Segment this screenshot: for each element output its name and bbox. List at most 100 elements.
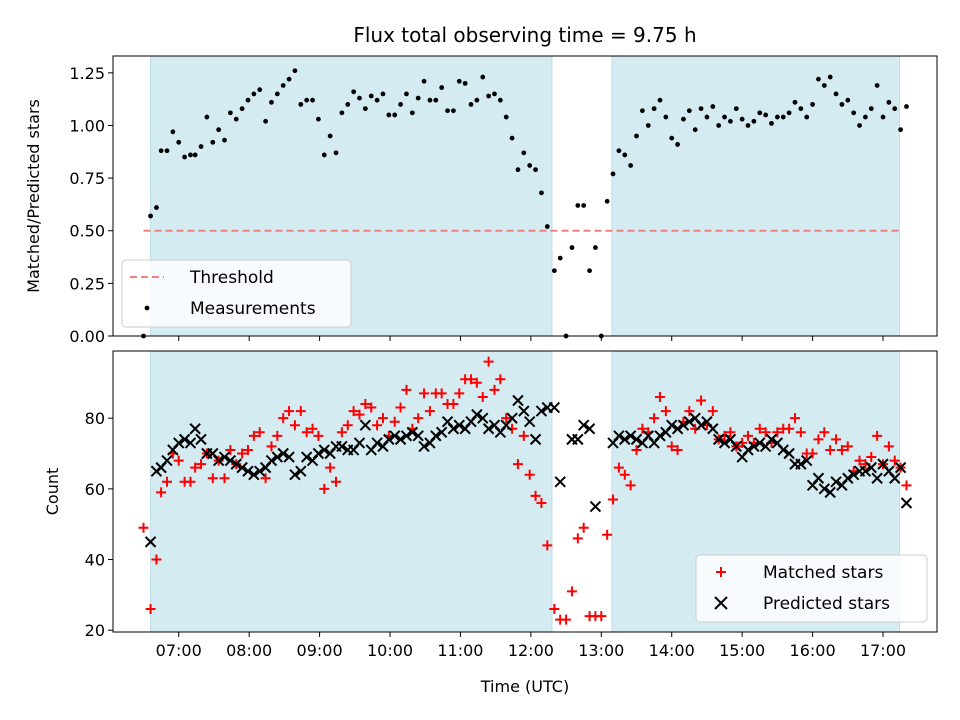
y-tick-label: 80 (85, 409, 105, 428)
matched-stars-point (483, 356, 494, 367)
matched-stars-point (254, 427, 265, 438)
matched-stars-point (654, 391, 665, 402)
matched-stars-point (561, 614, 572, 625)
matched-stars-point (401, 384, 412, 395)
matched-stars-point (889, 455, 900, 466)
x-tick-label: 15:00 (719, 641, 765, 660)
measurement-point (792, 99, 798, 105)
matched-stars-point (436, 388, 447, 399)
predicted-stars-point (283, 451, 295, 463)
measurement-point (622, 152, 628, 158)
measurement-point (839, 102, 845, 107)
predicted-stars-point (300, 451, 313, 463)
predicted-stars-point (842, 472, 854, 484)
matched-stars-point (866, 452, 877, 463)
predicted-stars-point (529, 433, 542, 446)
matched-stars-point (295, 406, 306, 417)
predicted-stars-point (619, 433, 631, 446)
predicted-stars-point (161, 454, 173, 467)
measurement-point (233, 116, 239, 122)
matched-stars-point (161, 476, 172, 487)
predicted-stars-point (400, 430, 413, 442)
matched-stars-point (696, 395, 707, 406)
measurement-point (362, 106, 368, 112)
predicted-stars-point (765, 433, 778, 446)
measurement-point (456, 78, 462, 84)
predicted-stars-point (224, 454, 237, 467)
matched-stars-point (819, 427, 830, 438)
measurement-point (780, 114, 786, 120)
measurement-point (639, 108, 645, 114)
matched-stars-point (901, 480, 912, 491)
measurement-point (304, 97, 310, 103)
predicted-stars-point (707, 423, 719, 435)
matched-stars-point (207, 473, 218, 484)
predicted-stars-point (212, 454, 225, 467)
measurement-point (544, 224, 550, 229)
matched-stars-point (372, 420, 383, 431)
x-tick-label: 11:00 (437, 641, 483, 660)
observing-window (611, 55, 900, 337)
measurement-point (462, 80, 468, 86)
matched-stars-point (549, 604, 560, 615)
axes-frame (112, 55, 938, 337)
matched-stars-point (495, 374, 506, 385)
measurement-point (245, 97, 251, 103)
matched-stars-point (242, 444, 253, 455)
measurement-point (480, 74, 486, 80)
predicted-stars-point (624, 430, 637, 442)
legend-box (121, 259, 352, 328)
matched-stars-point (325, 462, 336, 473)
matched-stars-point (572, 533, 583, 544)
measurement-point (833, 91, 839, 97)
measurement-point (898, 127, 904, 133)
predicted-stars-point (336, 440, 348, 453)
measurement-point (316, 116, 321, 122)
measurement-point (269, 99, 274, 105)
measurement-point (880, 114, 886, 120)
predicted-stars-point (795, 458, 807, 470)
measurement-point (154, 205, 159, 210)
matched-stars-point (536, 497, 547, 508)
x-tick-label: 13:00 (578, 641, 624, 660)
measurement-point (657, 97, 663, 103)
predicted-stars-point (535, 405, 548, 417)
predicted-stars-point (254, 465, 266, 477)
measurement-point (503, 114, 509, 120)
measurement-point (310, 97, 315, 103)
measurement-point (645, 123, 651, 128)
predicted-stars-point (554, 476, 566, 488)
y-tick-label: 1.00 (69, 116, 105, 135)
predicted-stars-point (666, 419, 678, 431)
measurement-point (827, 74, 833, 80)
legend-entry-label: Predicted stars (763, 594, 890, 614)
measurement-point (904, 104, 909, 109)
predicted-stars-point (777, 444, 789, 456)
measurement-point (421, 78, 427, 84)
predicted-stars-point (318, 444, 330, 456)
matched-stars-point (156, 487, 167, 498)
legend-measurement-swatch (144, 305, 150, 311)
predicted-stars-point (894, 461, 907, 474)
matched-stars-point (284, 406, 295, 417)
series-measurements (141, 68, 909, 339)
matched-stars-point (608, 494, 619, 505)
measurement-point (669, 135, 675, 141)
measurement-point (257, 87, 263, 93)
matched-stars-point (743, 430, 754, 441)
x-tick-label: 17:00 (860, 641, 906, 660)
predicted-stars-point (295, 465, 307, 477)
matched-stars-point (190, 462, 201, 473)
predicted-stars-point (695, 419, 707, 431)
predicted-stars-point (742, 444, 754, 456)
measurement-point (569, 245, 575, 250)
x-axis-label: Time (UTC) (480, 677, 569, 696)
measurement-point (409, 110, 415, 116)
matched-stars-point (413, 413, 424, 424)
matched-stars-point (672, 444, 683, 455)
y-tick-label: 1.25 (69, 64, 105, 83)
matched-stars-point (707, 406, 718, 417)
measurement-point (745, 123, 751, 128)
measurement-point (675, 142, 680, 147)
predicted-stars-point (389, 430, 401, 442)
